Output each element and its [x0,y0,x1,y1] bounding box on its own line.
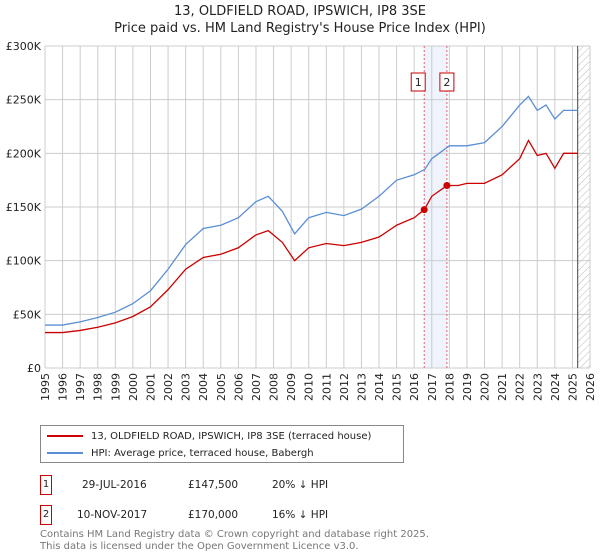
transaction-row: 2 10-NOV-2017 £170,000 16% ↓ HPI [40,505,540,527]
x-tick-label: 2018 [443,373,456,401]
x-tick-label: 2024 [549,373,562,401]
x-tick-label: 2008 [268,373,281,401]
y-tick-label: £200K [6,147,42,160]
x-tick-label: 2021 [496,373,509,401]
x-tick-label: 2015 [391,373,404,401]
x-tick-label: 2002 [162,373,175,401]
sale-badge-label: 2 [443,76,450,89]
y-tick-label: £100K [6,255,42,268]
x-tick-label: 2005 [215,373,228,401]
sale-point [420,206,428,214]
x-tick-label: 2004 [197,373,210,401]
x-tick-label: 2006 [232,373,245,401]
x-tick-label: 1997 [74,373,87,401]
sale-badge-label: 1 [415,76,422,89]
y-tick-label: £300K [6,40,42,53]
x-tick-label: 1996 [57,373,70,401]
legend-item-hpi: HPI: Average price, terraced house, Babe… [47,446,314,460]
y-tick-label: £0 [27,362,41,375]
x-tick-label: 2007 [250,373,263,401]
x-tick-label: 2019 [461,373,474,401]
x-tick-label: 2003 [180,373,193,401]
sale-point [443,182,451,190]
transaction-price: £147,500 [188,479,239,491]
x-tick-label: 2001 [144,373,157,401]
x-tick-label: 2022 [514,373,527,401]
x-tick-label: 2014 [373,373,386,401]
transaction-badge: 1 [40,475,52,495]
transaction-date: 10-NOV-2017 [77,509,148,521]
x-tick-label: 2013 [355,373,368,401]
x-tick-label: 1998 [92,373,105,401]
transaction-badge: 2 [40,505,52,525]
transaction-row: 1 29-JUL-2016 £147,500 20% ↓ HPI [40,475,540,497]
footer-line: This data is licensed under the Open Gov… [40,541,359,552]
legend: 13, OLDFIELD ROAD, IPSWICH, IP8 3SE (ter… [40,425,404,463]
x-tick-label: 2009 [285,373,298,401]
y-tick-label: £250K [6,94,42,107]
transaction-date: 29-JUL-2016 [82,479,147,491]
x-tick-label: 2020 [479,373,492,401]
x-tick-label: 2011 [320,373,333,401]
footer: Contains HM Land Registry data © Crown c… [40,529,429,553]
x-tick-label: 2017 [426,373,439,401]
chart-title: 13, OLDFIELD ROAD, IPSWICH, IP8 3SE [174,4,426,19]
x-tick-label: 2026 [584,373,597,401]
series-line [45,139,578,334]
x-tick-label: 1995 [39,373,52,401]
transaction-hpi: 20% ↓ HPI [272,479,329,491]
series-line [45,95,578,326]
y-tick-label: £50K [13,308,42,321]
legend-label: HPI: Average price, terraced house, Babe… [91,447,314,459]
sale-badge [439,72,455,92]
x-tick-label: 2025 [566,373,579,401]
legend-item-property: 13, OLDFIELD ROAD, IPSWICH, IP8 3SE (ter… [47,429,371,443]
price-chart: 1995 1996 1997 1998 1999 2000 2001 2002 2003 2004… [6,40,597,401]
x-tick-label: 1999 [109,373,122,401]
y-tick-label: £150K [6,201,42,214]
x-tick-label: 2010 [303,373,316,401]
transaction-price: £170,000 [188,509,239,521]
x-tick-label: 2016 [408,373,421,401]
sale-badge [410,72,426,92]
chart-subtitle: Price paid vs. HM Land Registry's House … [114,21,486,36]
x-tick-label: 2023 [531,373,544,401]
x-tick-label: 2000 [127,373,140,401]
transaction-hpi: 16% ↓ HPI [272,509,329,521]
legend-label: 13, OLDFIELD ROAD, IPSWICH, IP8 3SE (ter… [91,430,372,442]
x-tick-label: 2012 [338,373,351,401]
footer-line: Contains HM Land Registry data © Crown c… [40,529,429,540]
